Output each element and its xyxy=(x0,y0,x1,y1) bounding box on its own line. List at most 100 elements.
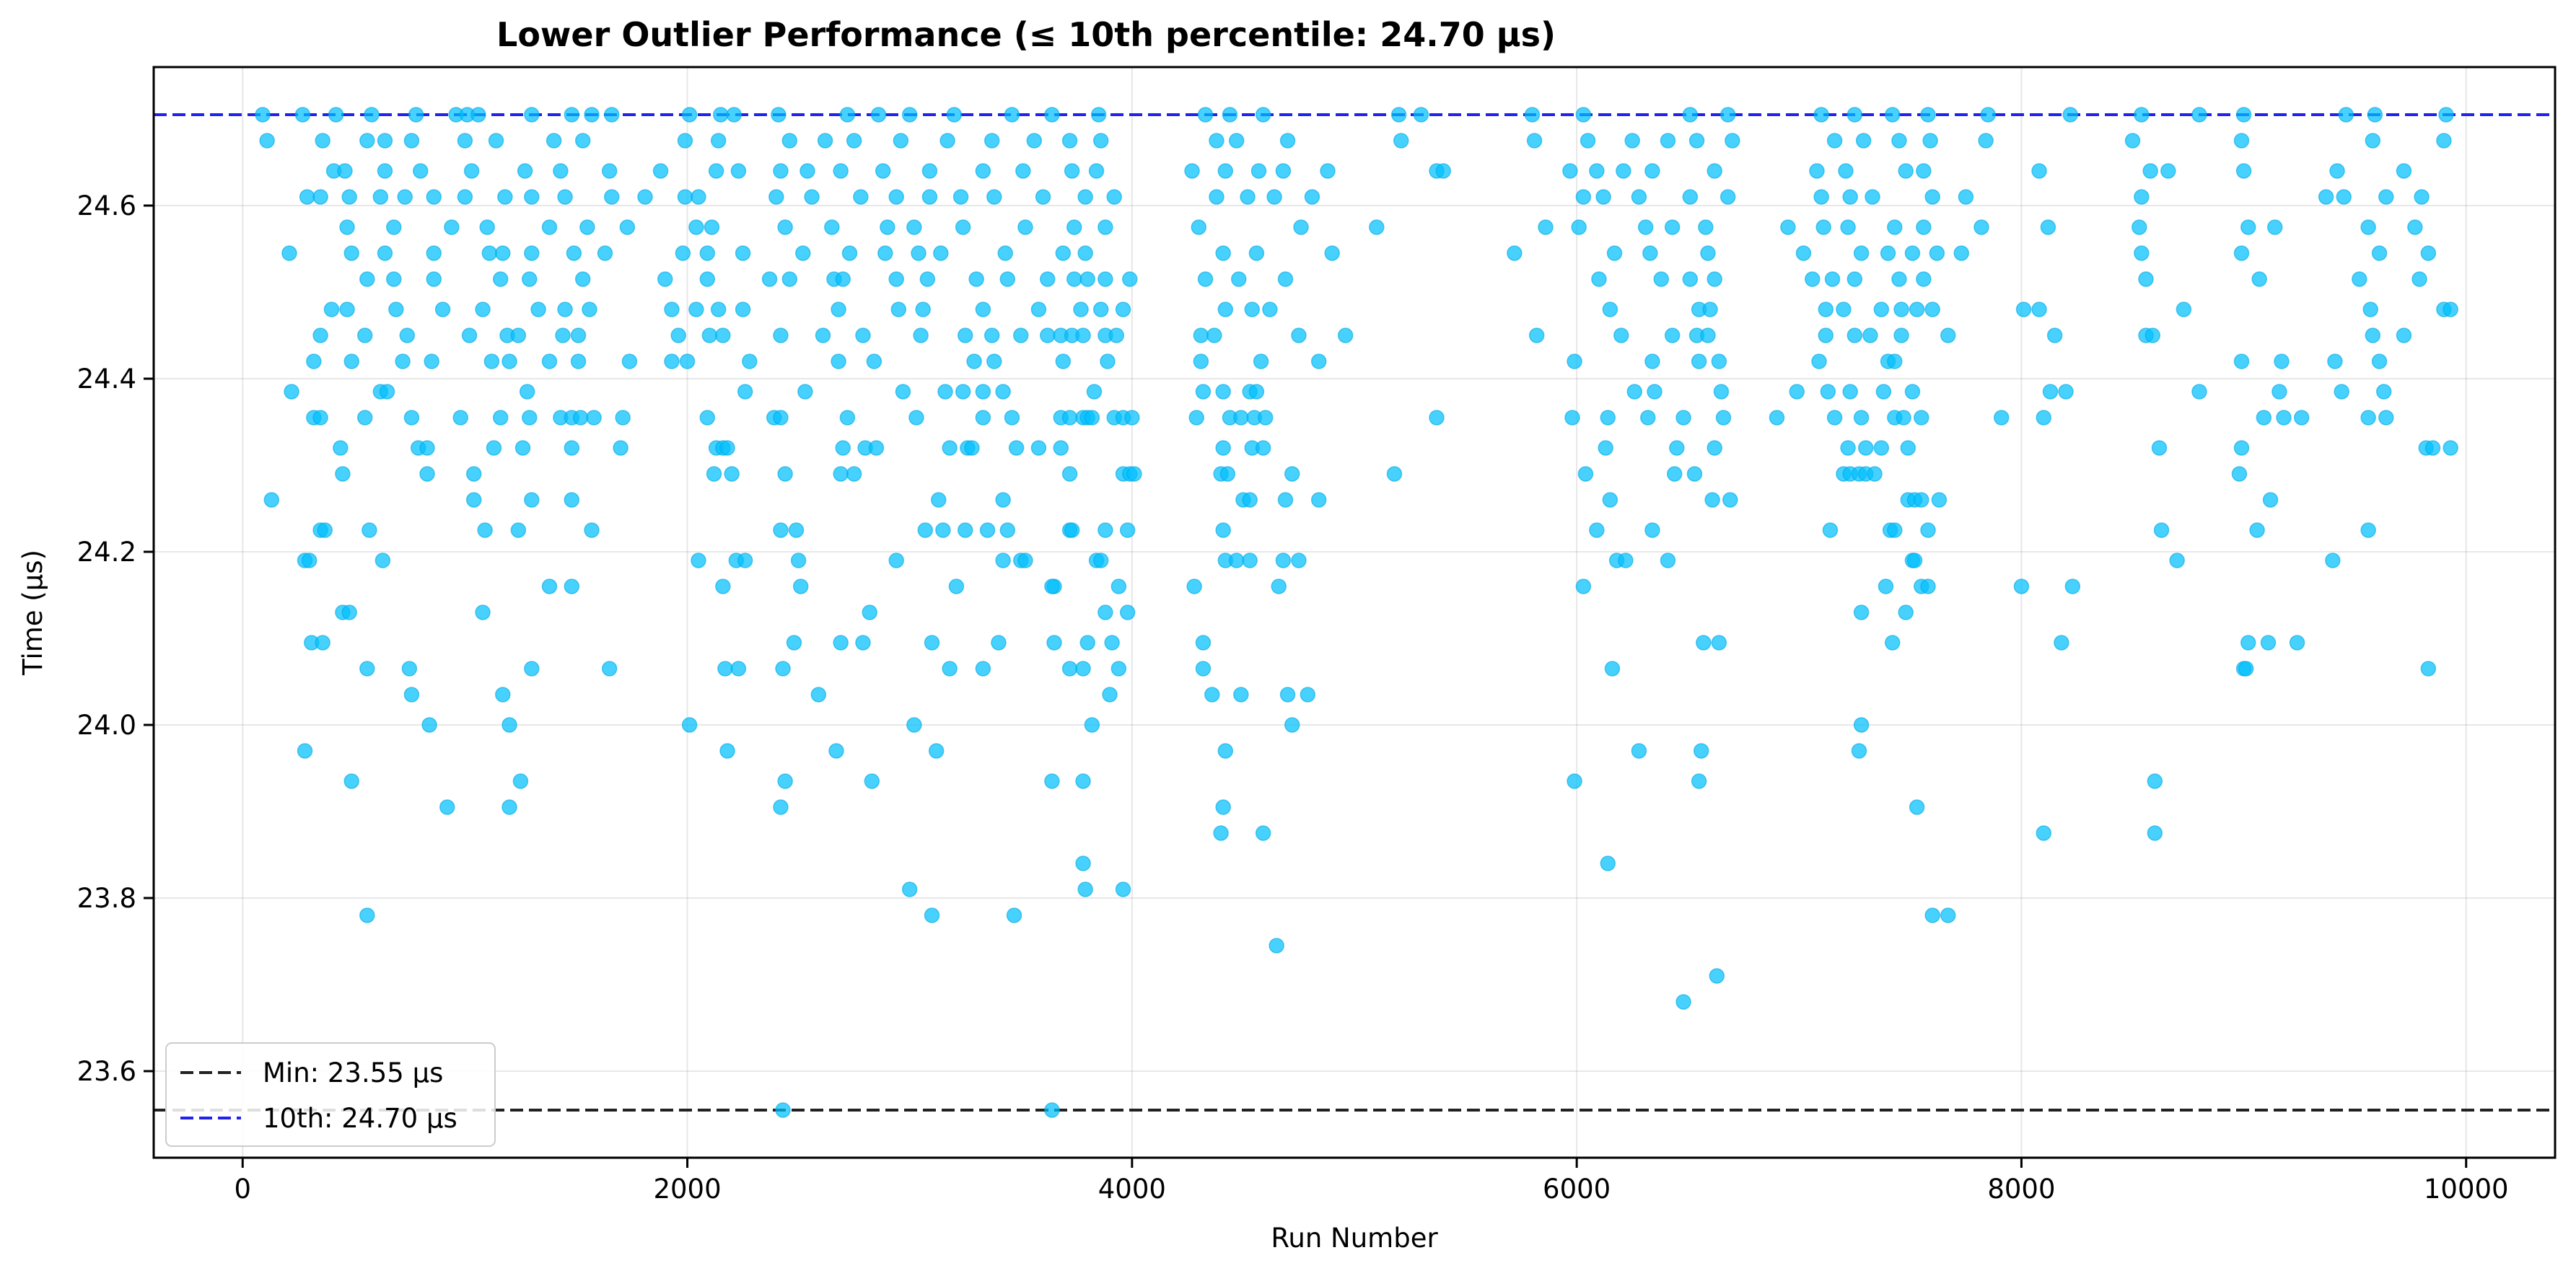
data-point xyxy=(1865,189,1880,205)
data-point xyxy=(677,189,693,205)
data-point xyxy=(2289,635,2305,651)
data-point xyxy=(386,271,402,287)
data-point xyxy=(730,661,747,677)
data-point xyxy=(2062,107,2078,123)
data-point xyxy=(1916,271,1932,287)
y-axis-label: Time (µs) xyxy=(17,550,48,676)
data-point xyxy=(1813,107,1829,123)
data-point xyxy=(773,410,789,426)
data-point xyxy=(877,245,893,261)
data-point xyxy=(1197,107,1214,123)
data-point xyxy=(315,133,330,149)
data-point xyxy=(1197,271,1214,287)
data-point xyxy=(1591,271,1607,287)
data-point xyxy=(1700,245,1716,261)
data-point xyxy=(2375,384,2392,400)
data-point xyxy=(1682,271,1699,287)
data-point xyxy=(1600,855,1616,871)
data-point xyxy=(1275,553,1292,568)
data-point xyxy=(2147,825,2163,841)
data-point xyxy=(465,466,482,482)
data-point xyxy=(1675,994,1691,1010)
data-point xyxy=(564,107,580,123)
data-point xyxy=(1924,907,1940,923)
data-point xyxy=(2276,410,2292,426)
data-point xyxy=(1795,245,1812,261)
data-point xyxy=(374,553,391,568)
data-point xyxy=(2042,384,2059,400)
data-point xyxy=(773,327,789,343)
data-point xyxy=(2233,245,2250,261)
data-point xyxy=(737,384,753,400)
data-point xyxy=(1004,107,1020,123)
data-point xyxy=(1722,492,1738,508)
data-point xyxy=(975,302,991,317)
data-point xyxy=(2036,410,2052,426)
data-point xyxy=(2160,163,2176,179)
data-point xyxy=(833,163,849,179)
data-point xyxy=(704,219,720,235)
data-point xyxy=(1838,163,1854,179)
data-point xyxy=(501,717,517,733)
data-point xyxy=(1079,271,1095,287)
data-point xyxy=(1017,553,1033,568)
data-point xyxy=(395,353,411,369)
data-point xyxy=(895,384,911,400)
data-point xyxy=(604,107,620,123)
data-point xyxy=(1898,163,1914,179)
data-point xyxy=(708,163,724,179)
data-point xyxy=(2249,522,2265,538)
data-point xyxy=(1660,133,1676,149)
data-point xyxy=(501,353,517,369)
data-point xyxy=(864,773,880,789)
data-point xyxy=(1061,133,1078,149)
data-point xyxy=(1126,466,1142,482)
data-point xyxy=(2235,163,2252,179)
data-point xyxy=(1842,189,1858,205)
data-point xyxy=(284,384,299,400)
data-point xyxy=(1709,968,1725,984)
data-point xyxy=(888,553,904,568)
data-point xyxy=(1811,353,1827,369)
data-point xyxy=(2360,410,2376,426)
data-point xyxy=(975,661,991,677)
data-point xyxy=(1993,410,2010,426)
data-point xyxy=(688,219,704,235)
data-point xyxy=(1061,410,1078,426)
data-point xyxy=(481,245,498,261)
data-point xyxy=(670,327,686,343)
data-point xyxy=(773,522,789,538)
data-point xyxy=(1222,107,1238,123)
data-point xyxy=(492,410,509,426)
data-point xyxy=(1613,327,1629,343)
data-point xyxy=(1088,163,1105,179)
data-point xyxy=(2142,163,2158,179)
data-point xyxy=(1929,245,1945,261)
data-point xyxy=(775,661,791,677)
data-point xyxy=(1277,492,1294,508)
data-point xyxy=(1693,743,1709,759)
data-point xyxy=(1284,717,1300,733)
data-point xyxy=(297,743,313,759)
data-point xyxy=(1719,107,1736,123)
data-point xyxy=(1666,466,1683,482)
data-point xyxy=(1853,604,1870,620)
data-point xyxy=(1100,353,1116,369)
data-point xyxy=(855,635,871,651)
data-point xyxy=(1110,578,1127,594)
data-point xyxy=(457,189,473,205)
data-point xyxy=(1891,271,1907,287)
data-point xyxy=(1215,245,1231,261)
data-point xyxy=(1682,107,1699,123)
data-point xyxy=(679,353,696,369)
data-point xyxy=(986,353,1002,369)
data-point xyxy=(1809,163,1825,179)
data-point xyxy=(2367,107,2383,123)
data-point xyxy=(1030,302,1047,317)
data-point xyxy=(777,773,793,789)
data-point xyxy=(975,163,991,179)
data-point xyxy=(461,327,478,343)
data-point xyxy=(1215,522,1231,538)
y-axis-ticks: 23.6 23.8 24.0 24.2 24.4 24.6 xyxy=(77,190,154,1087)
data-point xyxy=(841,245,858,261)
